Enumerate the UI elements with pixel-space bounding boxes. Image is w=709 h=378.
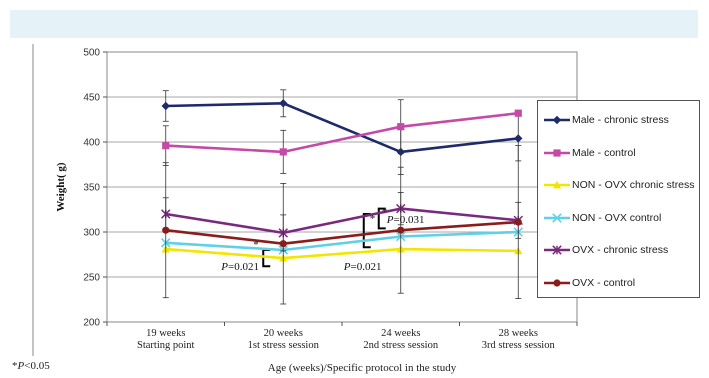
series-5 bbox=[162, 145, 522, 305]
legend-label: Male - control bbox=[572, 146, 636, 159]
footnote: *P<0.05 bbox=[12, 360, 50, 372]
legend-label: NON - OVX control bbox=[572, 211, 662, 224]
series-1 bbox=[162, 99, 522, 174]
series-line bbox=[165, 230, 519, 252]
legend-swatch bbox=[544, 245, 570, 255]
y-tick-label: 450 bbox=[83, 93, 100, 104]
series-line bbox=[165, 111, 519, 154]
x-tick-label: 3rd stress session bbox=[482, 340, 556, 351]
y-tick-label: 250 bbox=[83, 273, 100, 284]
x-axis-title: Age (weeks)/Specific protocol in the stu… bbox=[268, 362, 457, 374]
footnote-rest: <0.05 bbox=[24, 360, 50, 372]
p-value-label: P=0.021 bbox=[220, 261, 259, 273]
series-point bbox=[553, 278, 561, 287]
series-point-stroke bbox=[552, 212, 562, 223]
x-tick-label: 1st stress session bbox=[248, 340, 320, 351]
series-line bbox=[165, 220, 519, 245]
series-point bbox=[514, 218, 522, 226]
x-tick-label: Starting point bbox=[137, 340, 195, 351]
header-band bbox=[10, 10, 698, 38]
footnote-star: * bbox=[12, 360, 18, 372]
significance-bracket bbox=[362, 213, 371, 249]
legend-swatch bbox=[544, 180, 570, 189]
series-line bbox=[165, 247, 519, 260]
y-tick-label: 500 bbox=[83, 48, 100, 59]
p-value-label: * bbox=[382, 206, 388, 218]
series-point bbox=[162, 226, 170, 234]
x-tick-label: 28 weeks bbox=[499, 328, 538, 339]
series-point bbox=[162, 142, 170, 150]
chart-legend: Male - chronic stress Male - control NON -… bbox=[537, 100, 700, 298]
p-value-label: * bbox=[253, 239, 259, 251]
x-tick-label: 2nd stress session bbox=[363, 340, 438, 351]
footnote-p: P bbox=[17, 360, 25, 372]
legend-swatch bbox=[544, 115, 570, 125]
series-point bbox=[397, 123, 405, 131]
legend-label: OVX - control bbox=[572, 276, 636, 289]
series-point bbox=[552, 180, 562, 189]
legend-swatch bbox=[544, 212, 570, 223]
series-point bbox=[552, 212, 562, 223]
series-point bbox=[279, 99, 288, 108]
series-point bbox=[161, 101, 170, 111]
p-value-label: P=0.031 bbox=[386, 214, 425, 226]
series-point bbox=[397, 226, 405, 234]
x-tick-label: 24 weeks bbox=[381, 328, 420, 339]
legend-swatch bbox=[544, 148, 570, 157]
series-point bbox=[514, 134, 523, 143]
legend-label: Male - chronic stress bbox=[572, 114, 669, 126]
p-value-label: * bbox=[370, 213, 376, 225]
series-point bbox=[514, 109, 522, 117]
series-point bbox=[552, 245, 562, 255]
x-tick-label: 19 weeks bbox=[146, 328, 185, 339]
series-point bbox=[279, 148, 287, 156]
y-axis-title: Weight( g) bbox=[55, 162, 67, 212]
series-line bbox=[165, 102, 519, 154]
y-tick-label: 200 bbox=[83, 318, 100, 329]
series-line bbox=[165, 207, 519, 235]
y-tick-label: 350 bbox=[83, 183, 100, 194]
legend-label: OVX - chronic stress bbox=[572, 244, 669, 256]
y-tick-label: 400 bbox=[83, 138, 100, 149]
series-point bbox=[279, 240, 287, 248]
y-tick-label: 300 bbox=[83, 228, 100, 239]
series-point bbox=[552, 115, 562, 125]
p-value-label: P=0.021 bbox=[343, 261, 382, 273]
significance-bracket bbox=[377, 207, 386, 230]
series-point bbox=[553, 148, 561, 157]
x-tick-label: 20 weeks bbox=[264, 328, 303, 339]
legend-swatch bbox=[544, 278, 570, 287]
legend-label: NON - OVX chronic stress bbox=[572, 179, 695, 191]
